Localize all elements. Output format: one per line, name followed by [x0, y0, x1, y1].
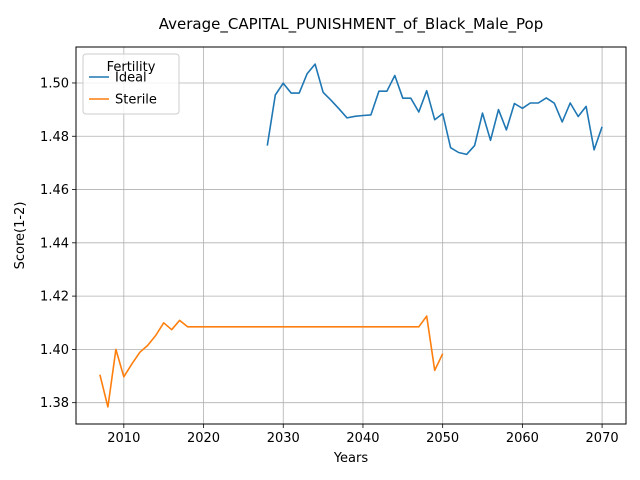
y-tick-label: 1.44: [40, 236, 69, 251]
x-tick-label: 2020: [187, 431, 220, 446]
grid: [76, 47, 626, 424]
x-tick-label: 2010: [107, 431, 140, 446]
x-tick-label: 2040: [346, 431, 379, 446]
x-axis-title: Years: [333, 451, 369, 466]
y-tick-label: 1.42: [40, 290, 69, 305]
y-tick-label: 1.48: [40, 130, 69, 145]
legend-title: Fertility: [107, 60, 156, 75]
legend-label-ideal: Ideal: [115, 71, 147, 86]
y-axis-title: Score(1-2): [13, 202, 28, 270]
x-tick-label: 2030: [267, 431, 300, 446]
chart-title: Average_CAPITAL_PUNISHMENT_of_Black_Male…: [159, 15, 543, 34]
series-line-sterile: [99, 315, 444, 408]
x-tick-label: 2060: [506, 431, 539, 446]
y-tick-label: 1.46: [40, 183, 69, 198]
y-tick-label: 1.40: [40, 343, 69, 358]
series-lines: [99, 63, 603, 408]
y-tick-label: 1.50: [40, 76, 69, 91]
x-tick-label: 2050: [426, 431, 459, 446]
series-line-ideal: [266, 63, 603, 156]
y-tick-label: 1.38: [40, 396, 69, 411]
x-tick-label: 2070: [586, 431, 619, 446]
legend-label-sterile: Sterile: [115, 93, 157, 108]
plot-frame: [75, 46, 627, 425]
legend: Fertility Ideal Sterile: [82, 53, 180, 115]
axis-ticks: 2010 2020 2030 2040 2050 2060 2070 1.38 1.40 1.42…: [40, 76, 619, 446]
